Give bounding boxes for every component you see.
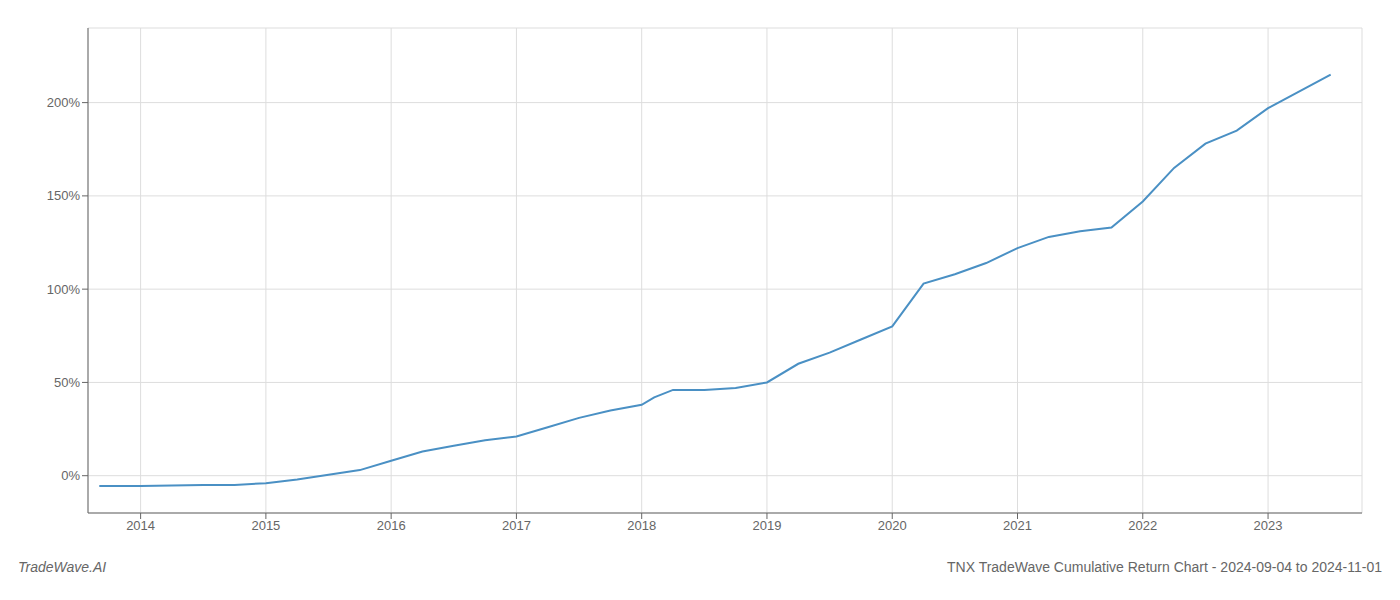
svg-text:0%: 0% [61,468,80,483]
html-text:TNX TradeWave Cumulative Retur: TNX TradeWave Cumulative Return Chart - … [947,559,1382,575]
svg-text:2017: 2017 [502,518,531,533]
svg-text:2019: 2019 [753,518,782,533]
svg-text:2020: 2020 [878,518,907,533]
svg-text:2023: 2023 [1254,518,1283,533]
svg-text:2016: 2016 [377,518,406,533]
svg-text:200%: 200% [47,95,81,110]
svg-text:150%: 150% [47,188,81,203]
svg-text:50%: 50% [54,375,80,390]
html-text:TradeWave.AI: TradeWave.AI [18,559,107,575]
svg-text:2018: 2018 [627,518,656,533]
svg-text:2014: 2014 [126,518,155,533]
svg-text:2015: 2015 [251,518,280,533]
svg-text:100%: 100% [47,282,81,297]
svg-text:2021: 2021 [1003,518,1032,533]
svg-text:2022: 2022 [1128,518,1157,533]
